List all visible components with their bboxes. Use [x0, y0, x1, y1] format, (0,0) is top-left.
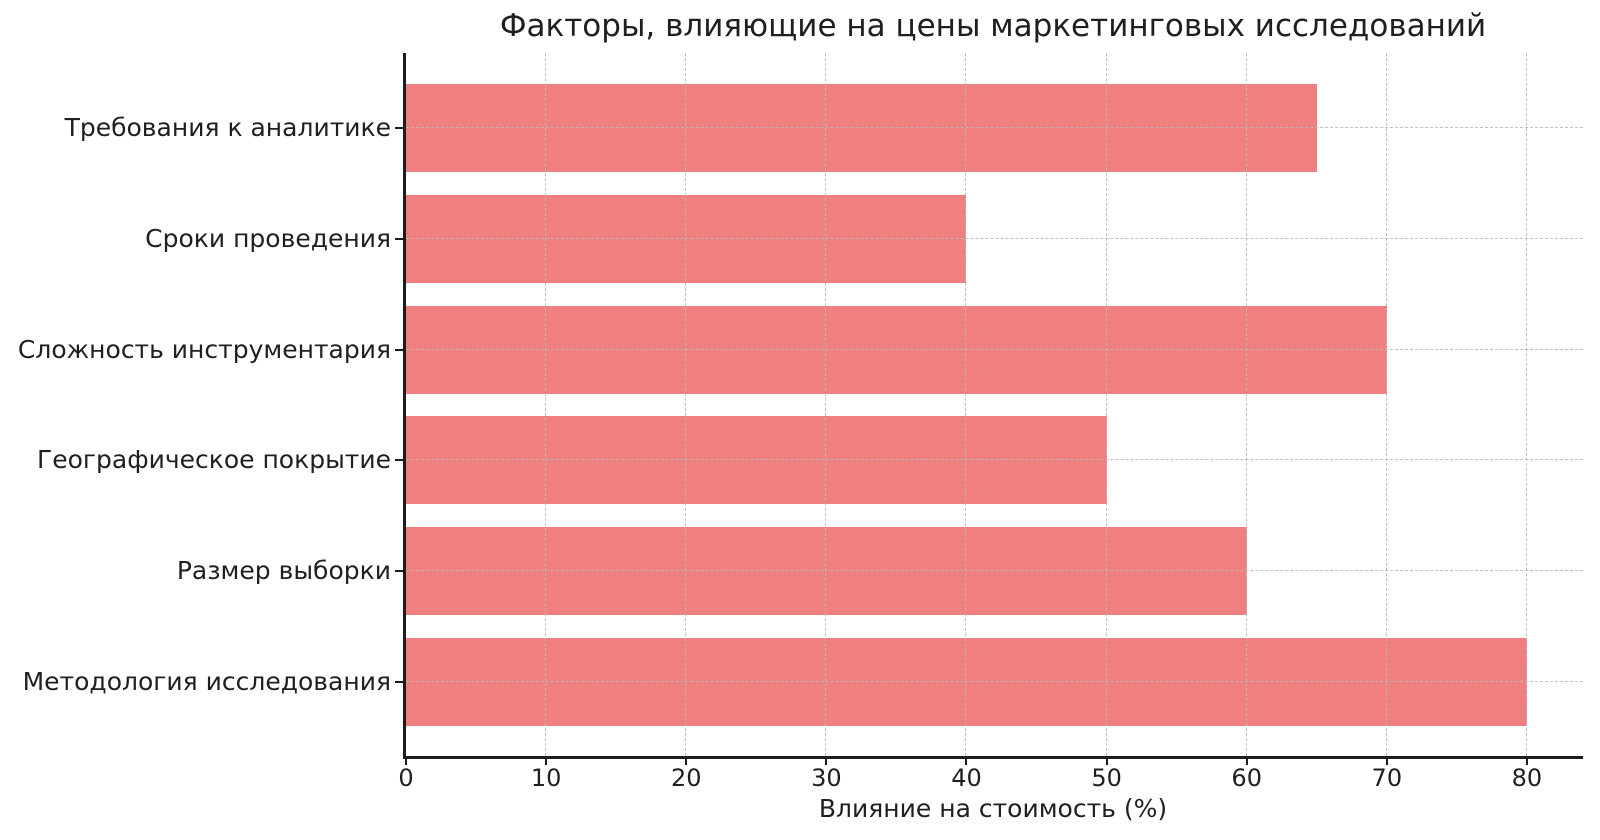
- x-tick-mark-60: [1245, 756, 1248, 765]
- gridline-horizontal-2: [406, 348, 1583, 350]
- bar-0: [406, 84, 1317, 172]
- x-tick-label-10: 10: [530, 764, 562, 792]
- x-tick-mark-30: [825, 756, 828, 765]
- x-axis-label: Влияние на стоимость (%): [818, 794, 1168, 823]
- x-tick-mark-50: [1105, 756, 1108, 765]
- bar-5: [406, 638, 1527, 726]
- y-tick-mark-0: [395, 127, 403, 129]
- gridline-vertical-40: [965, 53, 967, 756]
- plot-area: [403, 53, 1583, 759]
- x-tick-mark-0: [405, 756, 407, 765]
- y-tick-mark-5: [395, 681, 403, 683]
- x-tick-label-70: 70: [1371, 764, 1403, 792]
- y-axis-label-2: Сложность инструментария: [17, 334, 391, 364]
- gridline-horizontal-5: [406, 681, 1583, 682]
- y-tick-mark-3: [395, 459, 403, 462]
- gridline-horizontal-1: [406, 237, 1583, 239]
- y-axis-label-5: Методология исследования: [22, 667, 391, 696]
- gridline-vertical-30: [825, 53, 827, 756]
- x-tick-label-50: 50: [1091, 764, 1122, 792]
- y-axis-label-0: Требования к аналитике: [64, 113, 391, 142]
- x-tick-label-0: 0: [398, 764, 414, 792]
- y-tick-mark-4: [395, 570, 403, 573]
- x-tick-mark-80: [1525, 756, 1528, 765]
- gridline-vertical-50: [1105, 53, 1107, 756]
- x-tick-mark-20: [685, 756, 688, 765]
- x-tick-label-60: 60: [1231, 764, 1262, 792]
- y-axis-label-3: Географическое покрытие: [36, 445, 391, 475]
- chart-title: Факторы, влияющие на цены маркетинговых …: [499, 8, 1487, 44]
- y-axis-label-1: Сроки проведения: [145, 223, 391, 253]
- bar-4: [406, 527, 1247, 616]
- x-tick-mark-70: [1385, 756, 1388, 765]
- gridline-horizontal-3: [406, 459, 1583, 461]
- y-axis-label-4: Размер выборки: [176, 556, 391, 586]
- gridline-vertical-60: [1245, 53, 1247, 756]
- gridline-horizontal-0: [406, 127, 1583, 128]
- x-tick-mark-10: [545, 756, 548, 765]
- gridline-vertical-70: [1385, 53, 1387, 756]
- x-tick-label-80: 80: [1511, 764, 1543, 792]
- x-tick-label-30: 30: [811, 764, 842, 792]
- bar-2: [406, 305, 1387, 394]
- gridline-vertical-20: [685, 53, 687, 756]
- gridline-horizontal-4: [406, 570, 1583, 572]
- x-tick-label-40: 40: [951, 764, 982, 792]
- x-tick-mark-40: [965, 756, 968, 765]
- bar-3: [406, 416, 1107, 505]
- gridline-vertical-10: [545, 53, 547, 756]
- gridline-vertical-80: [1525, 53, 1527, 756]
- bar-1: [406, 194, 967, 283]
- x-tick-label-20: 20: [670, 764, 702, 792]
- y-tick-mark-2: [395, 348, 403, 351]
- y-tick-mark-1: [395, 237, 403, 240]
